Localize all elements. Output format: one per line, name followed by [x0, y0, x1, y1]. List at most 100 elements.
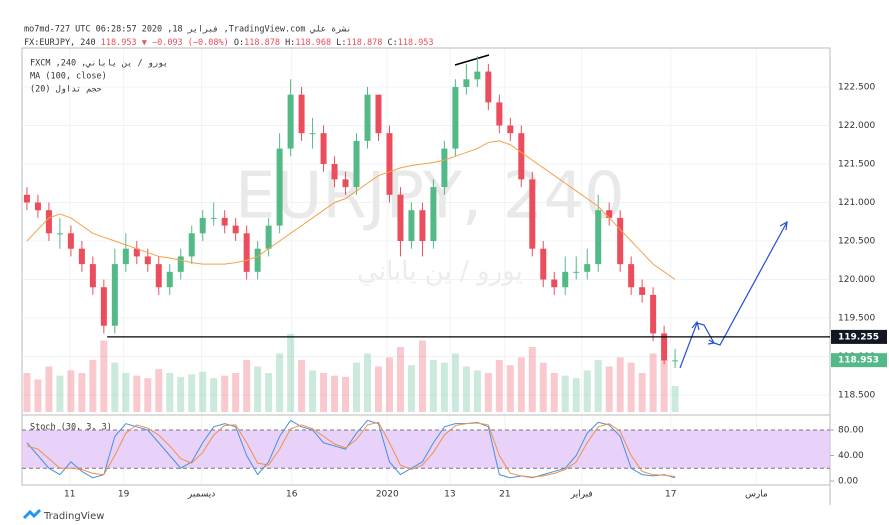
candle-body	[639, 287, 646, 295]
volume-bar	[342, 376, 350, 412]
volume-bar	[67, 370, 75, 412]
volume-bar	[572, 378, 580, 412]
volume-bar	[473, 370, 481, 412]
volume-bar	[155, 369, 163, 412]
volume-bar	[451, 353, 459, 412]
volume-bar	[418, 340, 426, 412]
candle-body	[56, 233, 63, 235]
change: ▼ −0.093 (−0.08%)	[142, 38, 229, 48]
volume-bar	[671, 386, 679, 412]
x-tick-label: 16	[286, 490, 298, 500]
candle-body	[441, 148, 448, 188]
candle-body	[287, 94, 294, 149]
volume-bar	[462, 366, 470, 412]
header-line2: FX:EURJPY, 240 118.953 ▼ −0.093 (−0.08%)…	[24, 38, 434, 48]
y-tick-label: 122.000	[838, 121, 875, 131]
trend-line	[454, 54, 490, 66]
ohlc-value: 118.878	[244, 38, 280, 48]
candle-body	[595, 210, 602, 265]
volume-bar	[78, 373, 86, 412]
volume-bar	[550, 373, 558, 412]
stoch-title: Stoch (30, 3, 3)	[30, 423, 112, 433]
x-tick-label: فبراير	[570, 490, 593, 500]
volume-bar	[638, 373, 646, 412]
volume-bar	[605, 366, 613, 412]
ohlc-value: 118.878	[347, 38, 383, 48]
y-tick-label: 0.00	[838, 476, 858, 486]
legend-item: MA (100, close)	[30, 72, 107, 82]
volume-bar	[374, 366, 382, 412]
candle-body	[155, 264, 162, 288]
candle-body	[34, 202, 41, 211]
candle-body	[309, 133, 316, 135]
volume-bar	[616, 357, 624, 412]
x-tick-label: 2020	[376, 490, 399, 500]
candle-body	[67, 233, 74, 249]
header-line1: mo7md-727 UTC 06:28:57 2020 ,18 فبراير ,…	[24, 25, 352, 35]
candle-body	[452, 86, 459, 149]
candle-body	[507, 125, 514, 134]
volume-bar	[528, 347, 536, 412]
x-tick-label: 11	[64, 490, 75, 500]
candle-body	[111, 264, 118, 326]
volume-bar	[23, 373, 31, 412]
footer-logo	[22, 508, 42, 520]
volume-bar	[56, 375, 64, 412]
y-tick-label: 120.000	[838, 275, 875, 285]
candle-body	[661, 333, 668, 361]
volume-bar	[144, 378, 152, 412]
volume-bar	[407, 365, 415, 412]
x-tick-label: مارس	[745, 490, 768, 500]
y-tick-label: 121.500	[838, 159, 875, 169]
x-tick-label: 17	[665, 490, 676, 500]
volume-bar	[166, 373, 174, 412]
volume-bar	[429, 360, 437, 412]
volume-bar	[45, 366, 53, 412]
volume-bar	[561, 375, 569, 412]
x-tick-label: ديسمبر	[187, 490, 215, 500]
volume-bar	[331, 375, 339, 412]
x-tick-label: 19	[118, 490, 130, 500]
y-tick-label: 122.500	[838, 82, 875, 92]
volume-bar	[199, 371, 207, 412]
volume-bar	[265, 373, 273, 412]
y-tick-label: 40.00	[838, 451, 864, 461]
volume-bar	[353, 362, 361, 412]
volume-bar	[122, 373, 130, 412]
candle-body	[496, 102, 503, 126]
arrow-heads	[691, 220, 788, 345]
candle-body	[210, 217, 217, 219]
candle-body	[573, 271, 580, 273]
candle-body	[265, 225, 272, 249]
footer: TradingView	[43, 511, 104, 522]
volume-bar	[221, 375, 229, 412]
candle-body	[463, 79, 470, 87]
candle-body	[331, 163, 338, 180]
candle-body	[474, 71, 481, 80]
last-price-tag	[831, 353, 887, 368]
candle-body	[430, 187, 437, 242]
candle-body	[397, 194, 404, 242]
volume-bar	[309, 370, 317, 412]
volume-bar	[320, 373, 328, 412]
volume-bar	[627, 362, 635, 412]
candle-body	[298, 94, 305, 134]
volume-bar	[133, 375, 141, 412]
candle-body	[364, 94, 371, 141]
candle-body	[89, 264, 96, 288]
legend-item: FXCM ,240 ,يورو / ين ياباني	[30, 59, 168, 69]
candle-body	[562, 271, 569, 288]
candle-body	[177, 256, 184, 272]
candle-body	[221, 217, 228, 226]
volume-bar	[188, 374, 196, 412]
candle-body	[672, 360, 679, 362]
volume-bar	[243, 360, 251, 412]
volume-bar	[484, 373, 492, 412]
candle-body	[342, 179, 349, 188]
stoch-line	[26, 421, 676, 478]
candle-body	[188, 233, 195, 257]
candle-body	[353, 140, 360, 188]
volume-bar	[34, 379, 42, 412]
ohlc-label: O:	[234, 38, 244, 48]
